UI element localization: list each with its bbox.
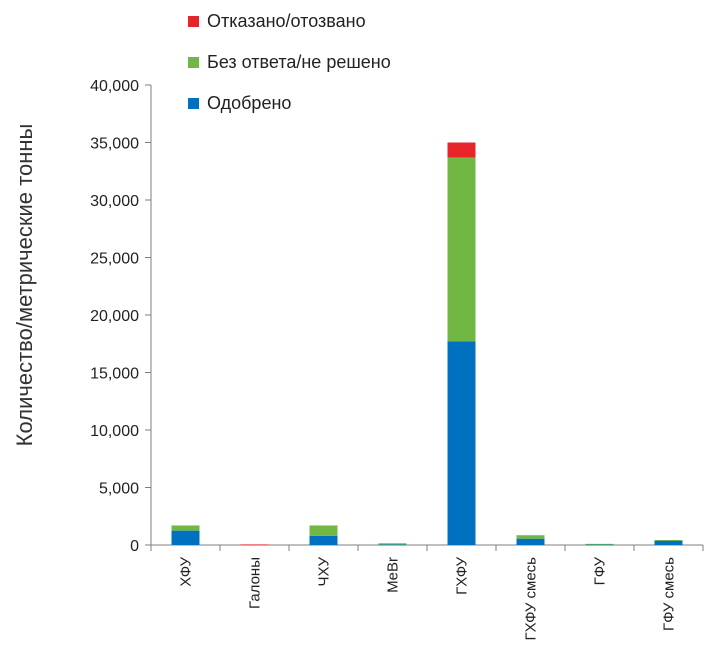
bar-segment-1 <box>378 544 407 546</box>
legend-swatch <box>188 98 199 109</box>
x-tick-label: ГХФУ смесь <box>523 557 540 641</box>
x-tick-label: ЧХУ <box>316 557 333 587</box>
x-tick-label: MeBr <box>385 557 402 593</box>
legend-swatch <box>188 57 199 68</box>
bar-segment-2 <box>378 543 407 545</box>
bar-segment-1 <box>654 540 683 545</box>
bar-segment-1 <box>171 530 200 545</box>
bar-segment-2 <box>309 525 338 536</box>
legend-label: Отказано/отозвано <box>207 11 366 31</box>
bar-segment-2 <box>585 543 614 545</box>
y-axis-title: Количество/метрические тонны <box>12 124 37 447</box>
bar-segment-3 <box>447 142 476 158</box>
bar-segment-1 <box>516 538 545 545</box>
bars <box>171 142 683 546</box>
bar-segment-1 <box>585 544 614 546</box>
x-tick-label: ГФУ <box>592 557 609 586</box>
y-tick-label: 5,000 <box>99 481 139 498</box>
y-tick-label: 20,000 <box>90 308 139 325</box>
y-tick-label: 10,000 <box>90 423 139 440</box>
bar-segment-1 <box>309 535 338 545</box>
y-tick-label: 0 <box>130 538 139 555</box>
legend-swatch <box>188 16 199 27</box>
x-tick-label: ХФУ <box>178 557 195 587</box>
chart-legend: Отказано/отозвано Без ответа/не решено Одо… <box>188 11 391 113</box>
y-tick-label: 15,000 <box>90 366 139 383</box>
bar-segment-1 <box>447 341 476 545</box>
y-axis: 0 5,000 10,000 15,000 20,000 25,000 30,000 35,0… <box>90 78 152 555</box>
bar-segment-3 <box>240 544 269 546</box>
x-tick-label: ГХФУ <box>454 557 471 595</box>
x-tick-label: ГФУ смесь <box>661 557 678 631</box>
x-tick-label: Галоны <box>247 557 264 609</box>
y-tick-label: 25,000 <box>90 251 139 268</box>
bar-segment-2 <box>516 535 545 539</box>
legend-label: Без ответа/не решено <box>207 52 391 72</box>
legend-label: Одобрено <box>207 93 291 113</box>
y-tick-label: 40,000 <box>90 78 139 95</box>
bar-segment-2 <box>447 157 476 342</box>
y-tick-label: 30,000 <box>90 193 139 210</box>
bar-segment-2 <box>654 540 683 541</box>
y-tick-label: 35,000 <box>90 136 139 153</box>
bar-segment-2 <box>171 525 200 531</box>
x-axis: ХФУ Галоны ЧХУ MeBr ГХФУ ГХФУ смесь ГФУ ГФУ сме… <box>150 544 704 641</box>
